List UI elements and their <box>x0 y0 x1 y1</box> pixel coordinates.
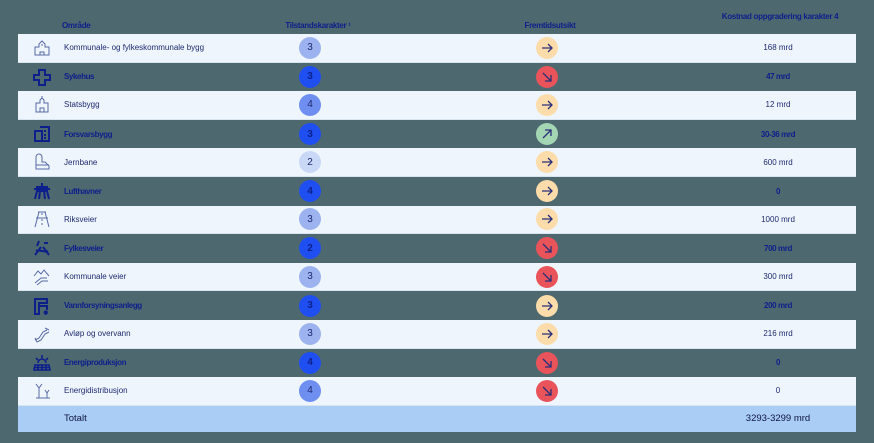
upgrade-cost: 30-36 mrd <box>760 129 796 139</box>
total-row: Totalt 3293-3299 mrd <box>18 405 856 432</box>
table-header: Område Tilstandskarakter ¹ Fremtidsutsik… <box>0 0 874 34</box>
defense-building-icon <box>32 124 52 144</box>
header-cost: Kostnad oppgradering karakter 4 <box>721 12 839 21</box>
trend-down-icon <box>536 265 558 288</box>
upgrade-cost: 12 mrd <box>765 100 791 110</box>
upgrade-cost: 0 <box>775 186 781 196</box>
condition-grade-badge: 3 <box>299 65 321 88</box>
upgrade-cost: 168 mrd <box>763 43 793 53</box>
trend-down-icon <box>536 65 558 88</box>
municipal-road-icon <box>32 267 52 287</box>
table-row: Jernbane 2 600 mrd <box>18 148 856 177</box>
trend-down-icon <box>536 379 558 402</box>
condition-grade-badge: 3 <box>299 123 321 146</box>
condition-grade-badge: 3 <box>299 294 321 317</box>
pipe-icon <box>32 324 52 344</box>
area-name: Sykehus <box>64 72 95 82</box>
trend-flat-icon <box>536 151 558 174</box>
upgrade-cost: 1000 mrd <box>761 214 795 224</box>
table-row: Fylkesveier 2 700 mrd <box>18 234 856 263</box>
condition-grade-badge: 3 <box>299 208 321 231</box>
upgrade-cost: 0 <box>775 386 781 396</box>
trend-flat-icon <box>536 180 558 203</box>
water-tap-icon <box>32 296 52 316</box>
trend-flat-icon <box>536 294 558 317</box>
area-name: Kommunale- og fylkeskommunale bygg <box>64 43 205 53</box>
upgrade-cost: 47 mrd <box>766 72 790 82</box>
trend-flat-icon <box>536 322 558 345</box>
table-row: Lufthavner 4 0 <box>18 177 856 206</box>
total-label: Totalt <box>64 413 87 425</box>
upgrade-cost: 700 mrd <box>764 243 792 253</box>
solar-panel-icon <box>32 353 52 373</box>
train-icon <box>32 152 52 172</box>
table-row: Vannforsyningsanlegg 3 200 mrd <box>18 291 856 320</box>
upgrade-cost: 200 mrd <box>764 301 792 311</box>
upgrade-cost: 216 mrd <box>763 329 793 339</box>
condition-grade-badge: 4 <box>299 379 321 402</box>
table-row: Energidistribusjon 4 0 <box>18 377 856 406</box>
area-name: Fylkesveier <box>64 243 104 253</box>
total-cost: 3293-3299 mrd <box>745 413 811 425</box>
upgrade-cost: 300 mrd <box>763 272 793 282</box>
trend-flat-icon <box>536 208 558 231</box>
condition-grade-badge: 2 <box>299 237 321 260</box>
table-row: Riksveier 3 1000 mrd <box>18 205 856 235</box>
government-building-icon <box>32 95 52 115</box>
table-row: Statsbygg 4 12 mrd <box>18 91 856 120</box>
area-name: Jernbane <box>64 157 98 167</box>
county-road-icon <box>32 238 52 258</box>
highway-icon <box>32 209 52 229</box>
table-row: Energiproduksjon 4 0 <box>18 349 856 378</box>
infrastructure-table: Kommunale- og fylkeskommunale bygg 3 168 m… <box>18 34 856 432</box>
airport-icon <box>32 181 52 201</box>
area-name: Energiproduksjon <box>64 358 127 368</box>
table-row: Forsvarsbygg 3 30-36 mrd <box>18 120 856 149</box>
area-name: Forsvarsbygg <box>64 129 113 139</box>
area-name: Energidistribusjon <box>64 386 128 396</box>
condition-grade-badge: 3 <box>299 36 321 59</box>
area-name: Statsbygg <box>64 100 100 110</box>
condition-grade-badge: 3 <box>299 265 321 288</box>
table-row: Kommunale- og fylkeskommunale bygg 3 168 m… <box>18 34 856 63</box>
power-line-icon <box>32 381 52 401</box>
header-condition: Tilstandskarakter ¹ <box>285 21 351 30</box>
area-name: Kommunale veier <box>64 272 127 282</box>
table-row: Avløp og overvann 3 216 mrd <box>18 319 856 349</box>
trend-flat-icon <box>536 36 558 59</box>
area-name: Vannforsyningsanlegg <box>64 301 142 311</box>
area-name: Lufthavner <box>64 186 102 196</box>
trend-flat-icon <box>536 93 558 116</box>
condition-grade-badge: 4 <box>299 351 321 374</box>
condition-grade-badge: 4 <box>299 180 321 203</box>
upgrade-cost: 0 <box>775 358 781 368</box>
area-name: Avløp og overvann <box>64 329 131 339</box>
building-icon <box>32 38 52 58</box>
table-row: Kommunale veier 3 300 mrd <box>18 262 856 292</box>
header-outlook: Fremtidsutsikt <box>524 21 576 30</box>
trend-down-icon <box>536 237 558 260</box>
condition-grade-badge: 2 <box>299 151 321 174</box>
upgrade-cost: 600 mrd <box>763 157 793 167</box>
trend-up-icon <box>536 123 558 146</box>
table-row: Sykehus 3 47 mrd <box>18 63 856 92</box>
condition-grade-badge: 4 <box>299 93 321 116</box>
header-area: Område <box>62 21 91 30</box>
trend-down-icon <box>536 351 558 374</box>
condition-grade-badge: 3 <box>299 322 321 345</box>
hospital-cross-icon <box>32 67 52 87</box>
area-name: Riksveier <box>64 214 97 224</box>
